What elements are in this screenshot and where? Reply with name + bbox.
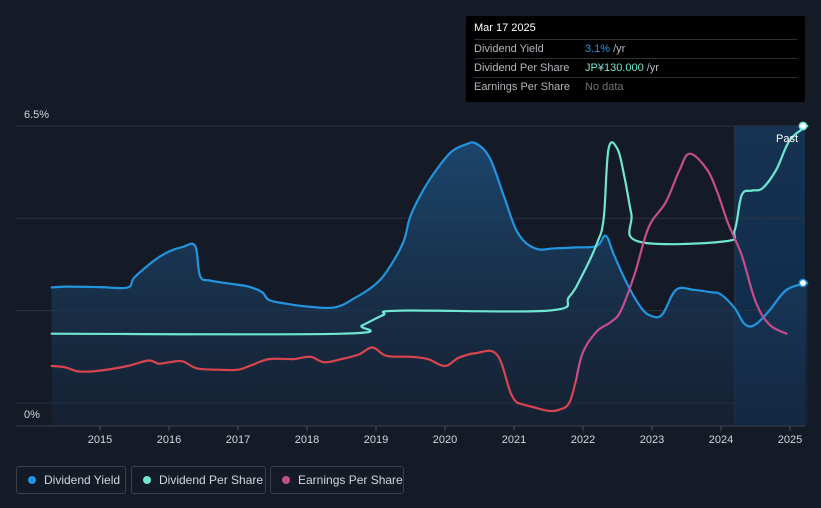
x-tick-label: 2024	[709, 434, 733, 446]
tooltip-label: Dividend Yield	[474, 43, 544, 55]
x-tick-label: 2019	[364, 434, 388, 446]
x-tick-label: 2022	[571, 434, 595, 446]
dividend-yield-line	[50, 141, 809, 328]
tooltip-date: Mar 17 2025	[474, 22, 536, 34]
tooltip-row-earnings-per-share: Earnings Per Share No data	[474, 77, 797, 96]
tooltip-row-dividend-per-share: Dividend Per Share JP¥130.000 /yr	[474, 58, 797, 77]
tooltip-value: 3.1%	[585, 43, 611, 55]
legend-dividend-per-share[interactable]: Dividend Per Share	[131, 466, 266, 494]
tooltip-unit: /yr	[613, 43, 626, 55]
dividend-per-share-end-marker	[798, 121, 808, 131]
x-tick-label: 2020	[433, 434, 457, 446]
x-tick-label: 2021	[502, 434, 526, 446]
tooltip-value: No data	[585, 81, 624, 93]
legend-label: Dividend Yield	[44, 473, 121, 487]
series-lines	[50, 124, 809, 413]
earnings-per-share-line	[575, 152, 788, 381]
earnings-per-share-line	[516, 378, 578, 413]
x-tick-label: 2015	[88, 434, 112, 446]
dividend-per-share-line	[50, 124, 809, 336]
dividend-yield-fill	[51, 142, 808, 426]
legend-dot-icon	[282, 476, 290, 484]
legend-earnings-per-share[interactable]: Earnings Per Share	[270, 466, 404, 494]
earnings-per-share-line	[50, 346, 519, 404]
x-tick-label: 2023	[640, 434, 664, 446]
x-tick-label: 2018	[295, 434, 319, 446]
end-markers	[798, 121, 808, 288]
past-label: Past	[776, 133, 798, 145]
tooltip-row-dividend-yield: Dividend Yield 3.1% /yr	[474, 39, 797, 58]
legend-dividend-yield[interactable]: Dividend Yield	[16, 466, 126, 494]
x-tick-label: 2016	[157, 434, 181, 446]
x-axis: 2015 2016 2017 2018 2019 2020 2021 2022 2023 2024…	[16, 425, 805, 446]
tooltip-label: Earnings Per Share	[474, 81, 570, 93]
legend-dot-icon	[28, 476, 36, 484]
data-tooltip: Mar 17 2025 Dividend Yield 3.1% /yr Divi…	[466, 16, 805, 102]
x-tick-label: 2025	[778, 434, 802, 446]
dividend-yield-area	[51, 142, 808, 426]
y-tick-top: 6.5%	[24, 109, 49, 121]
y-tick-bottom: 0%	[24, 409, 40, 421]
tooltip-unit: /yr	[646, 62, 659, 74]
tooltip-label: Dividend Per Share	[474, 62, 570, 74]
legend-dot-icon	[143, 476, 151, 484]
legend-label: Earnings Per Share	[298, 473, 403, 487]
tooltip-value: JP¥130.000	[585, 62, 644, 74]
legend-label: Dividend Per Share	[159, 473, 264, 487]
dividend-yield-end-marker	[798, 278, 808, 288]
x-tick-label: 2017	[226, 434, 250, 446]
